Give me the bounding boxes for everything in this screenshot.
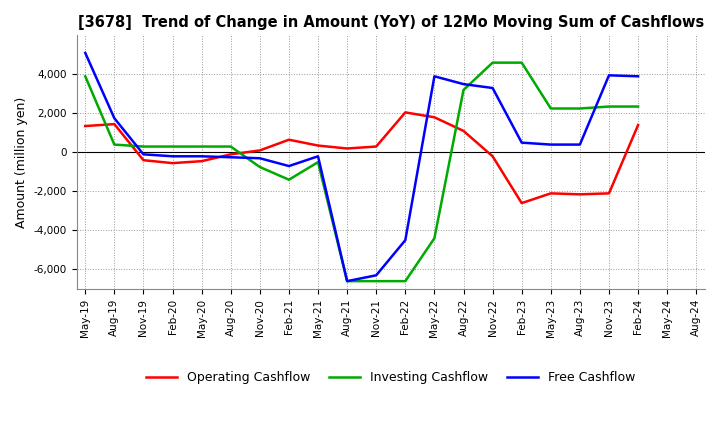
Free Cashflow xyxy=(81,50,89,55)
Free Cashflow xyxy=(197,154,206,159)
Operating Cashflow xyxy=(488,154,497,159)
Operating Cashflow xyxy=(546,191,555,196)
Free Cashflow xyxy=(459,81,468,87)
Investing Cashflow xyxy=(575,106,584,111)
Operating Cashflow xyxy=(634,122,642,128)
Operating Cashflow xyxy=(343,146,351,151)
Free Cashflow xyxy=(168,154,177,159)
Line: Investing Cashflow: Investing Cashflow xyxy=(85,62,638,281)
Free Cashflow xyxy=(314,154,323,159)
Investing Cashflow xyxy=(284,177,293,182)
Investing Cashflow xyxy=(401,279,410,284)
Investing Cashflow xyxy=(256,165,264,170)
Operating Cashflow xyxy=(284,137,293,143)
Operating Cashflow xyxy=(575,192,584,197)
Line: Operating Cashflow: Operating Cashflow xyxy=(85,112,638,203)
Operating Cashflow xyxy=(256,148,264,153)
Operating Cashflow xyxy=(314,143,323,148)
Y-axis label: Amount (million yen): Amount (million yen) xyxy=(15,96,28,228)
Operating Cashflow xyxy=(518,201,526,206)
Investing Cashflow xyxy=(168,144,177,149)
Operating Cashflow xyxy=(459,128,468,134)
Operating Cashflow xyxy=(168,161,177,166)
Free Cashflow xyxy=(605,73,613,78)
Investing Cashflow xyxy=(197,144,206,149)
Investing Cashflow xyxy=(518,60,526,65)
Free Cashflow xyxy=(634,73,642,79)
Operating Cashflow xyxy=(372,144,381,149)
Investing Cashflow xyxy=(430,235,438,241)
Investing Cashflow xyxy=(110,142,119,147)
Free Cashflow xyxy=(139,152,148,157)
Investing Cashflow xyxy=(226,144,235,149)
Free Cashflow xyxy=(488,85,497,91)
Operating Cashflow xyxy=(110,121,119,127)
Free Cashflow xyxy=(401,238,410,243)
Investing Cashflow xyxy=(81,73,89,79)
Free Cashflow xyxy=(575,142,584,147)
Free Cashflow xyxy=(546,142,555,147)
Investing Cashflow xyxy=(605,104,613,109)
Free Cashflow xyxy=(284,163,293,169)
Operating Cashflow xyxy=(605,191,613,196)
Investing Cashflow xyxy=(314,160,323,165)
Free Cashflow xyxy=(372,273,381,278)
Investing Cashflow xyxy=(343,279,351,284)
Free Cashflow xyxy=(256,156,264,161)
Operating Cashflow xyxy=(226,152,235,157)
Free Cashflow xyxy=(343,279,351,284)
Title: [3678]  Trend of Change in Amount (YoY) of 12Mo Moving Sum of Cashflows: [3678] Trend of Change in Amount (YoY) o… xyxy=(78,15,704,30)
Operating Cashflow xyxy=(401,110,410,115)
Operating Cashflow xyxy=(430,115,438,120)
Investing Cashflow xyxy=(634,104,642,109)
Investing Cashflow xyxy=(139,144,148,149)
Investing Cashflow xyxy=(488,60,497,65)
Free Cashflow xyxy=(226,154,235,160)
Legend: Operating Cashflow, Investing Cashflow, Free Cashflow: Operating Cashflow, Investing Cashflow, … xyxy=(140,366,641,389)
Free Cashflow xyxy=(110,116,119,121)
Operating Cashflow xyxy=(139,158,148,163)
Free Cashflow xyxy=(430,73,438,79)
Line: Free Cashflow: Free Cashflow xyxy=(85,53,638,281)
Operating Cashflow xyxy=(81,123,89,128)
Operating Cashflow xyxy=(197,158,206,164)
Investing Cashflow xyxy=(372,279,381,284)
Investing Cashflow xyxy=(546,106,555,111)
Investing Cashflow xyxy=(459,87,468,92)
Free Cashflow xyxy=(518,140,526,145)
